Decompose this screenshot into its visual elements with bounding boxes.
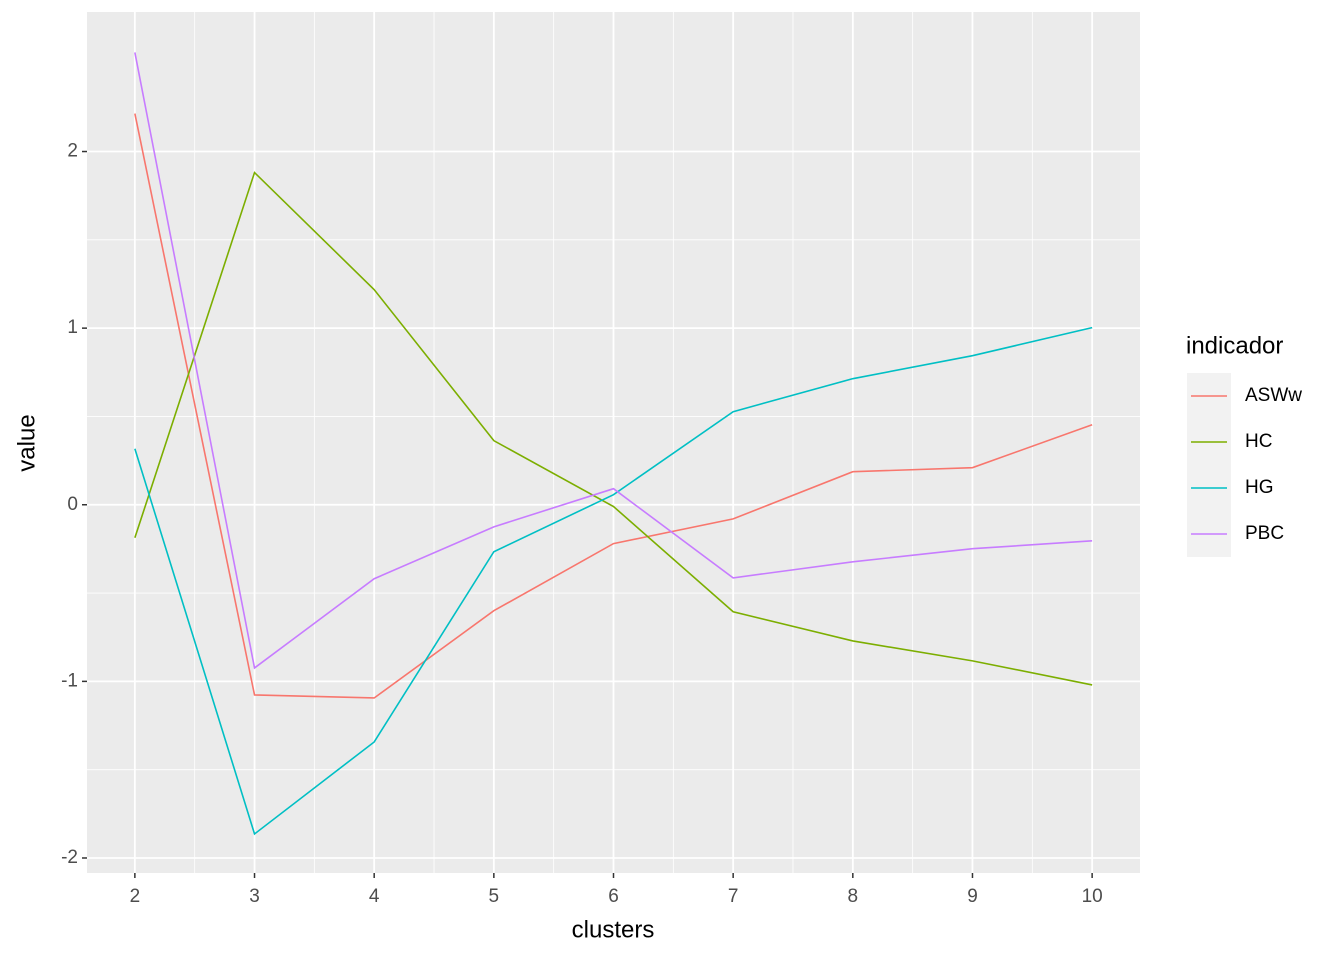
legend-label: HG: [1245, 477, 1274, 498]
x-tick-label: 10: [1082, 886, 1103, 907]
line: [134, 52, 1093, 670]
x-tick-label: 3: [249, 886, 260, 907]
x-tick-label: 5: [489, 886, 500, 907]
x-axis-title: clusters: [572, 916, 655, 943]
legend-label: PBC: [1245, 523, 1284, 544]
x-tick-label: 6: [608, 886, 619, 907]
legend-title: indicador: [1186, 332, 1283, 359]
x-tick-label: 8: [848, 886, 859, 907]
x-tick-label: 7: [728, 886, 739, 907]
legend-label: HC: [1245, 431, 1272, 452]
legend-label: ASWw: [1245, 385, 1302, 406]
y-axis-title: value: [13, 414, 40, 471]
y-tick-label: -1: [61, 670, 78, 691]
y-tick-label: 1: [67, 317, 78, 338]
line: [134, 326, 1093, 836]
x-tick-label: 4: [369, 886, 380, 907]
line: [134, 171, 1093, 686]
y-tick-label: 0: [67, 494, 78, 515]
line: [134, 113, 1093, 699]
y-tick-label: -2: [61, 847, 78, 868]
x-tick-label: 9: [967, 886, 978, 907]
x-tick-label: 2: [130, 886, 141, 907]
y-tick-label: 2: [67, 141, 78, 162]
